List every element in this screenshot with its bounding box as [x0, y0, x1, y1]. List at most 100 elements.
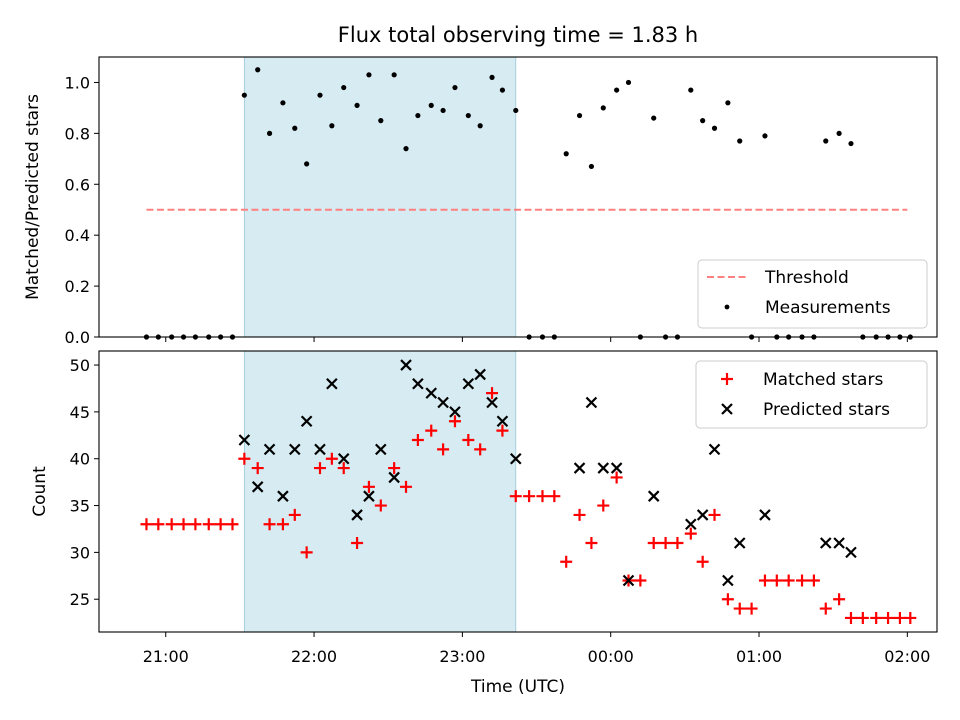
matched-star-marker — [745, 602, 758, 615]
matched-star-marker — [288, 508, 301, 521]
matched-star-marker — [374, 499, 387, 512]
predicted-star-marker — [685, 518, 697, 531]
measurement-point — [266, 130, 273, 136]
predicted-star-markers — [238, 359, 857, 587]
measurement-point — [280, 100, 286, 106]
predicted-star-marker — [474, 368, 486, 381]
measurement-point — [711, 125, 718, 131]
measurement-point — [329, 123, 335, 129]
measurement-point — [513, 107, 519, 114]
ratio-y-tick-label: 0.6 — [65, 175, 90, 194]
measurement-point — [241, 92, 247, 98]
measurement-point — [255, 67, 261, 73]
matched-star-marker — [856, 611, 869, 624]
measurement-point — [452, 84, 458, 91]
matched-star-marker — [796, 574, 809, 587]
predicted-star-marker — [314, 443, 326, 456]
measurement-point — [823, 138, 829, 144]
matched-star-marker — [251, 462, 264, 475]
matched-star-marker — [523, 490, 536, 503]
count-legend-box — [695, 360, 928, 429]
matched-star-marker — [496, 424, 509, 437]
predicted-star-marker — [486, 396, 498, 409]
predicted-star-marker — [400, 359, 412, 371]
predicted-star-marker — [326, 378, 338, 390]
predicted-star-marker — [437, 396, 449, 409]
count-legend: Matched stars Predicted stars — [695, 360, 928, 429]
matched-star-marker — [770, 574, 783, 587]
measurement-point — [762, 133, 768, 139]
predicted-star-marker — [375, 443, 387, 456]
matched-star-markers — [140, 387, 917, 624]
matched-star-marker — [276, 518, 289, 531]
matched-star-marker — [585, 537, 598, 550]
predicted-legend-label: Predicted stars — [763, 400, 890, 420]
ratio-x-ticks — [165, 337, 908, 342]
matched-star-marker — [696, 555, 709, 568]
predicted-star-marker — [585, 396, 598, 409]
matched-star-marker — [597, 499, 610, 512]
matched-star-marker — [313, 462, 326, 475]
matched-star-marker — [782, 574, 795, 587]
predicted-star-marker — [610, 462, 623, 474]
matched-star-marker — [610, 471, 623, 484]
count-y-ticks: 25 30 35 40 45 50 — [70, 356, 99, 609]
measurement-point — [465, 112, 471, 119]
predicted-star-marker — [647, 490, 660, 502]
matched-star-marker — [437, 443, 450, 456]
predicted-star-marker — [496, 415, 509, 428]
measurement-point — [317, 92, 323, 98]
predicted-star-marker — [597, 462, 610, 474]
measurement-point — [415, 112, 421, 119]
matched-star-marker — [882, 611, 895, 624]
count-y-tick-label: 50 — [70, 356, 90, 375]
matched-star-marker — [462, 433, 475, 446]
ratio-panel: 0.0 0.2 0.4 0.6 0.8 1.0 Matched/Predicted sta… — [23, 56, 938, 347]
observing-window-shade-bottom — [243, 350, 517, 633]
time-x-axis-label: Time (UTC) — [470, 677, 565, 697]
predicted-star-marker — [300, 415, 313, 428]
count-x-tick-label: 02:00 — [884, 647, 930, 666]
measurement-point — [366, 72, 372, 78]
matched-star-marker — [325, 452, 338, 465]
predicted-star-marker — [425, 387, 438, 399]
ratio-panel-frame — [98, 56, 938, 338]
matched-star-marker — [560, 555, 573, 568]
measurements-legend-swatch — [724, 304, 730, 310]
predicted-star-marker — [708, 443, 721, 456]
count-x-ticks: 21:00 22:00 23:00 00:00 01:00 02:00 — [143, 632, 930, 666]
measurement-point — [440, 107, 446, 114]
measurement-point — [428, 102, 434, 108]
measurement-point — [489, 74, 495, 80]
measurement-point — [588, 163, 595, 170]
matched-star-marker — [893, 611, 906, 624]
measurement-point — [614, 87, 620, 93]
matched-star-marker — [671, 537, 684, 550]
matched-star-marker — [904, 611, 917, 624]
predicted-star-marker — [833, 537, 845, 549]
count-x-tick-label: 00:00 — [588, 647, 634, 666]
matched-star-marker — [448, 415, 461, 428]
count-y-tick-label: 30 — [70, 543, 90, 562]
measurement-point — [625, 79, 632, 86]
predicted-legend-swatch — [721, 403, 733, 415]
matched-star-marker — [870, 611, 883, 624]
matched-star-marker — [152, 518, 165, 531]
predicted-star-marker — [733, 537, 746, 549]
ratio-y-tick-label: 0.2 — [65, 277, 90, 296]
count-y-tick-label: 40 — [70, 450, 90, 469]
matched-star-marker — [647, 537, 660, 550]
matched-star-marker — [140, 518, 153, 531]
ratio-legend-box — [697, 259, 928, 329]
matched-star-marker — [238, 452, 251, 465]
measurements-legend-label: Measurements — [765, 298, 891, 318]
measurement-point — [354, 102, 360, 108]
predicted-star-marker — [289, 443, 301, 456]
matched-star-marker — [509, 490, 522, 503]
matched-legend-label: Matched stars — [763, 370, 883, 390]
matched-star-marker — [189, 518, 202, 531]
count-x-tick-label: 22:00 — [291, 647, 337, 666]
measurement-point — [651, 115, 657, 121]
matched-star-marker — [351, 537, 364, 550]
